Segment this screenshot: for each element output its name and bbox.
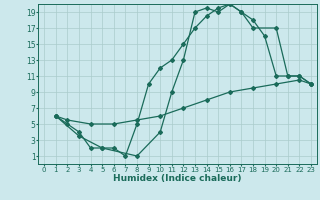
X-axis label: Humidex (Indice chaleur): Humidex (Indice chaleur) <box>113 174 242 183</box>
